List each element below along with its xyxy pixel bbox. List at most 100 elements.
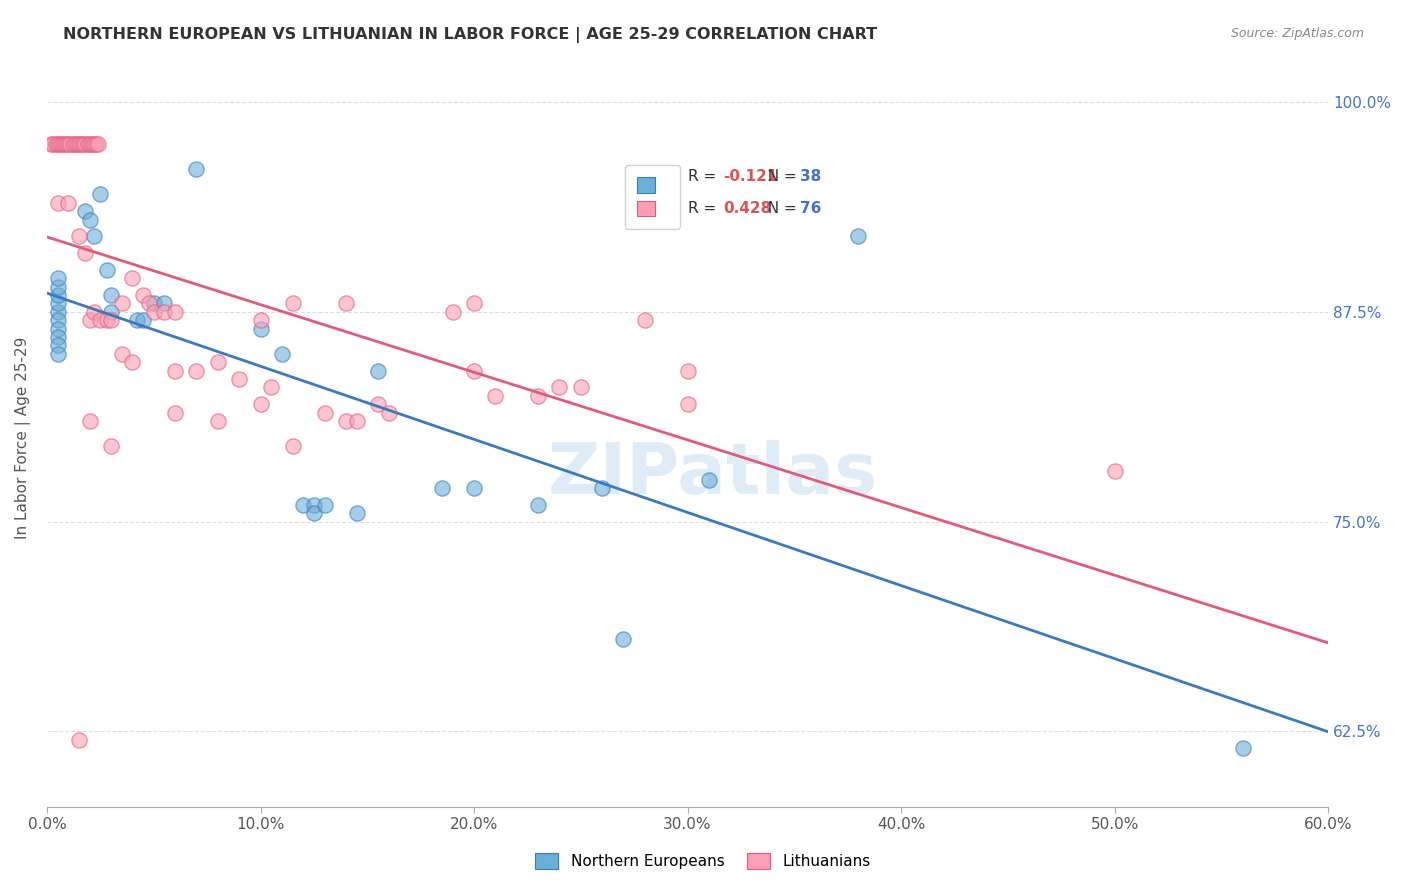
Point (634, 313, 657, 327)
Text: 0.428: 0.428 (724, 201, 772, 216)
Point (121, 271, 143, 285)
Point (111, 347, 134, 361)
Point (58, 195, 80, 210)
Point (121, 355, 143, 369)
Point (314, 406, 336, 420)
Point (83, 305, 105, 319)
Point (142, 305, 165, 319)
Point (111, 296, 134, 310)
Legend: , : , (624, 165, 679, 229)
Point (100, 313, 122, 327)
Point (165, 305, 187, 319)
Point (96, 263, 118, 277)
Point (39, 136, 62, 151)
Point (62, 136, 84, 151)
Point (46, 195, 69, 210)
Point (314, 498, 336, 512)
Point (83, 136, 105, 151)
Text: 76: 76 (800, 201, 821, 216)
Point (132, 288, 155, 302)
Point (46, 271, 69, 285)
Point (186, 162, 208, 177)
Point (100, 305, 122, 319)
Point (676, 397, 699, 411)
Point (430, 481, 453, 495)
Point (100, 288, 122, 302)
Text: N =: N = (758, 201, 801, 216)
Point (302, 506, 325, 520)
Point (207, 355, 229, 369)
Text: NORTHERN EUROPEAN VS LITHUANIAN IN LABOR FORCE | AGE 25-29 CORRELATION CHART: NORTHERN EUROPEAN VS LITHUANIAN IN LABOR… (63, 27, 877, 43)
Point (79, 313, 101, 327)
Text: ZIPatlas: ZIPatlas (548, 440, 879, 509)
Point (441, 305, 464, 319)
Point (527, 498, 550, 512)
Text: R =: R = (688, 201, 721, 216)
Point (58, 136, 80, 151)
Point (153, 296, 176, 310)
Point (132, 313, 155, 327)
Text: N =: N = (758, 169, 801, 184)
Point (346, 506, 368, 520)
Point (42, 136, 65, 151)
Point (46, 330, 69, 344)
Point (138, 296, 160, 310)
Point (302, 498, 325, 512)
Point (79, 414, 101, 428)
Point (75, 246, 97, 260)
Point (548, 380, 571, 394)
Point (484, 389, 506, 403)
Point (84, 136, 107, 151)
Point (463, 296, 485, 310)
Point (367, 363, 389, 377)
Point (44, 136, 66, 151)
Legend: Northern Europeans, Lithuanians: Northern Europeans, Lithuanians (529, 847, 877, 875)
Point (79, 212, 101, 227)
Point (89, 313, 111, 327)
Point (55, 136, 77, 151)
Point (70, 136, 93, 151)
Point (165, 406, 187, 420)
Point (100, 439, 122, 453)
Point (228, 372, 250, 386)
Text: R =: R = (688, 169, 721, 184)
Point (46, 313, 69, 327)
Point (697, 473, 720, 487)
Point (67, 732, 90, 747)
Point (51, 136, 73, 151)
Point (96, 313, 118, 327)
Point (270, 347, 292, 361)
Point (46, 338, 69, 352)
Point (207, 414, 229, 428)
Point (46, 136, 69, 151)
Point (67, 136, 90, 151)
Point (249, 397, 271, 411)
Point (260, 380, 283, 394)
Point (1104, 464, 1126, 478)
Point (249, 321, 271, 335)
Point (848, 229, 870, 244)
Point (66, 136, 89, 151)
Point (377, 406, 399, 420)
Point (612, 632, 634, 647)
Point (335, 414, 357, 428)
Point (1232, 741, 1254, 756)
Point (89, 187, 111, 202)
Point (676, 363, 699, 377)
Point (281, 296, 304, 310)
Point (367, 397, 389, 411)
Point (46, 321, 69, 335)
Point (83, 229, 105, 244)
Y-axis label: In Labor Force | Age 25-29: In Labor Force | Age 25-29 (15, 336, 31, 539)
Point (87, 136, 110, 151)
Text: Source: ZipAtlas.com: Source: ZipAtlas.com (1230, 27, 1364, 40)
Point (281, 439, 304, 453)
Point (53, 136, 76, 151)
Point (527, 389, 550, 403)
Point (463, 363, 485, 377)
Point (49, 136, 72, 151)
Point (165, 363, 187, 377)
Point (335, 296, 357, 310)
Point (79, 136, 101, 151)
Point (72, 136, 94, 151)
